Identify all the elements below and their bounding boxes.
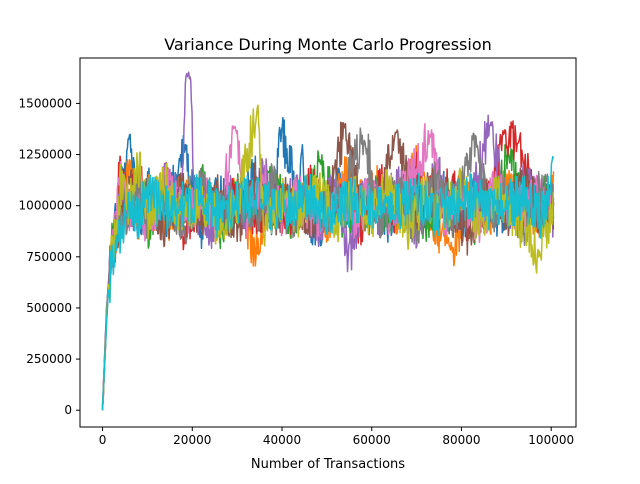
chart-title: Variance During Monte Carlo Progression — [164, 35, 492, 54]
y-tick-label: 1000000 — [19, 199, 72, 213]
y-tick-label: 1500000 — [19, 96, 72, 110]
x-tick-label: 20000 — [173, 433, 211, 447]
plot-frame — [79, 57, 577, 428]
series-line-10 — [101, 155, 555, 411]
y-tick-label: 250000 — [26, 352, 72, 366]
series-layer — [101, 71, 555, 411]
y-tick-label: 500000 — [26, 301, 72, 315]
y-tick-label: 750000 — [26, 250, 72, 264]
y-axis: 0 250000 500000 750000 1000000 1250000 1500000 — [19, 96, 80, 417]
x-tick-label: 80000 — [442, 433, 480, 447]
x-tick-label: 0 — [99, 433, 107, 447]
y-tick-label: 1250000 — [19, 148, 72, 162]
x-axis-label: Number of Transactions — [251, 457, 405, 472]
x-axis: 0 20000 40000 60000 80000 100000 — [99, 427, 574, 447]
y-tick-label: 0 — [64, 403, 72, 417]
x-tick-label: 60000 — [353, 433, 391, 447]
x-tick-label: 40000 — [263, 433, 301, 447]
x-tick-label: 100000 — [528, 433, 574, 447]
